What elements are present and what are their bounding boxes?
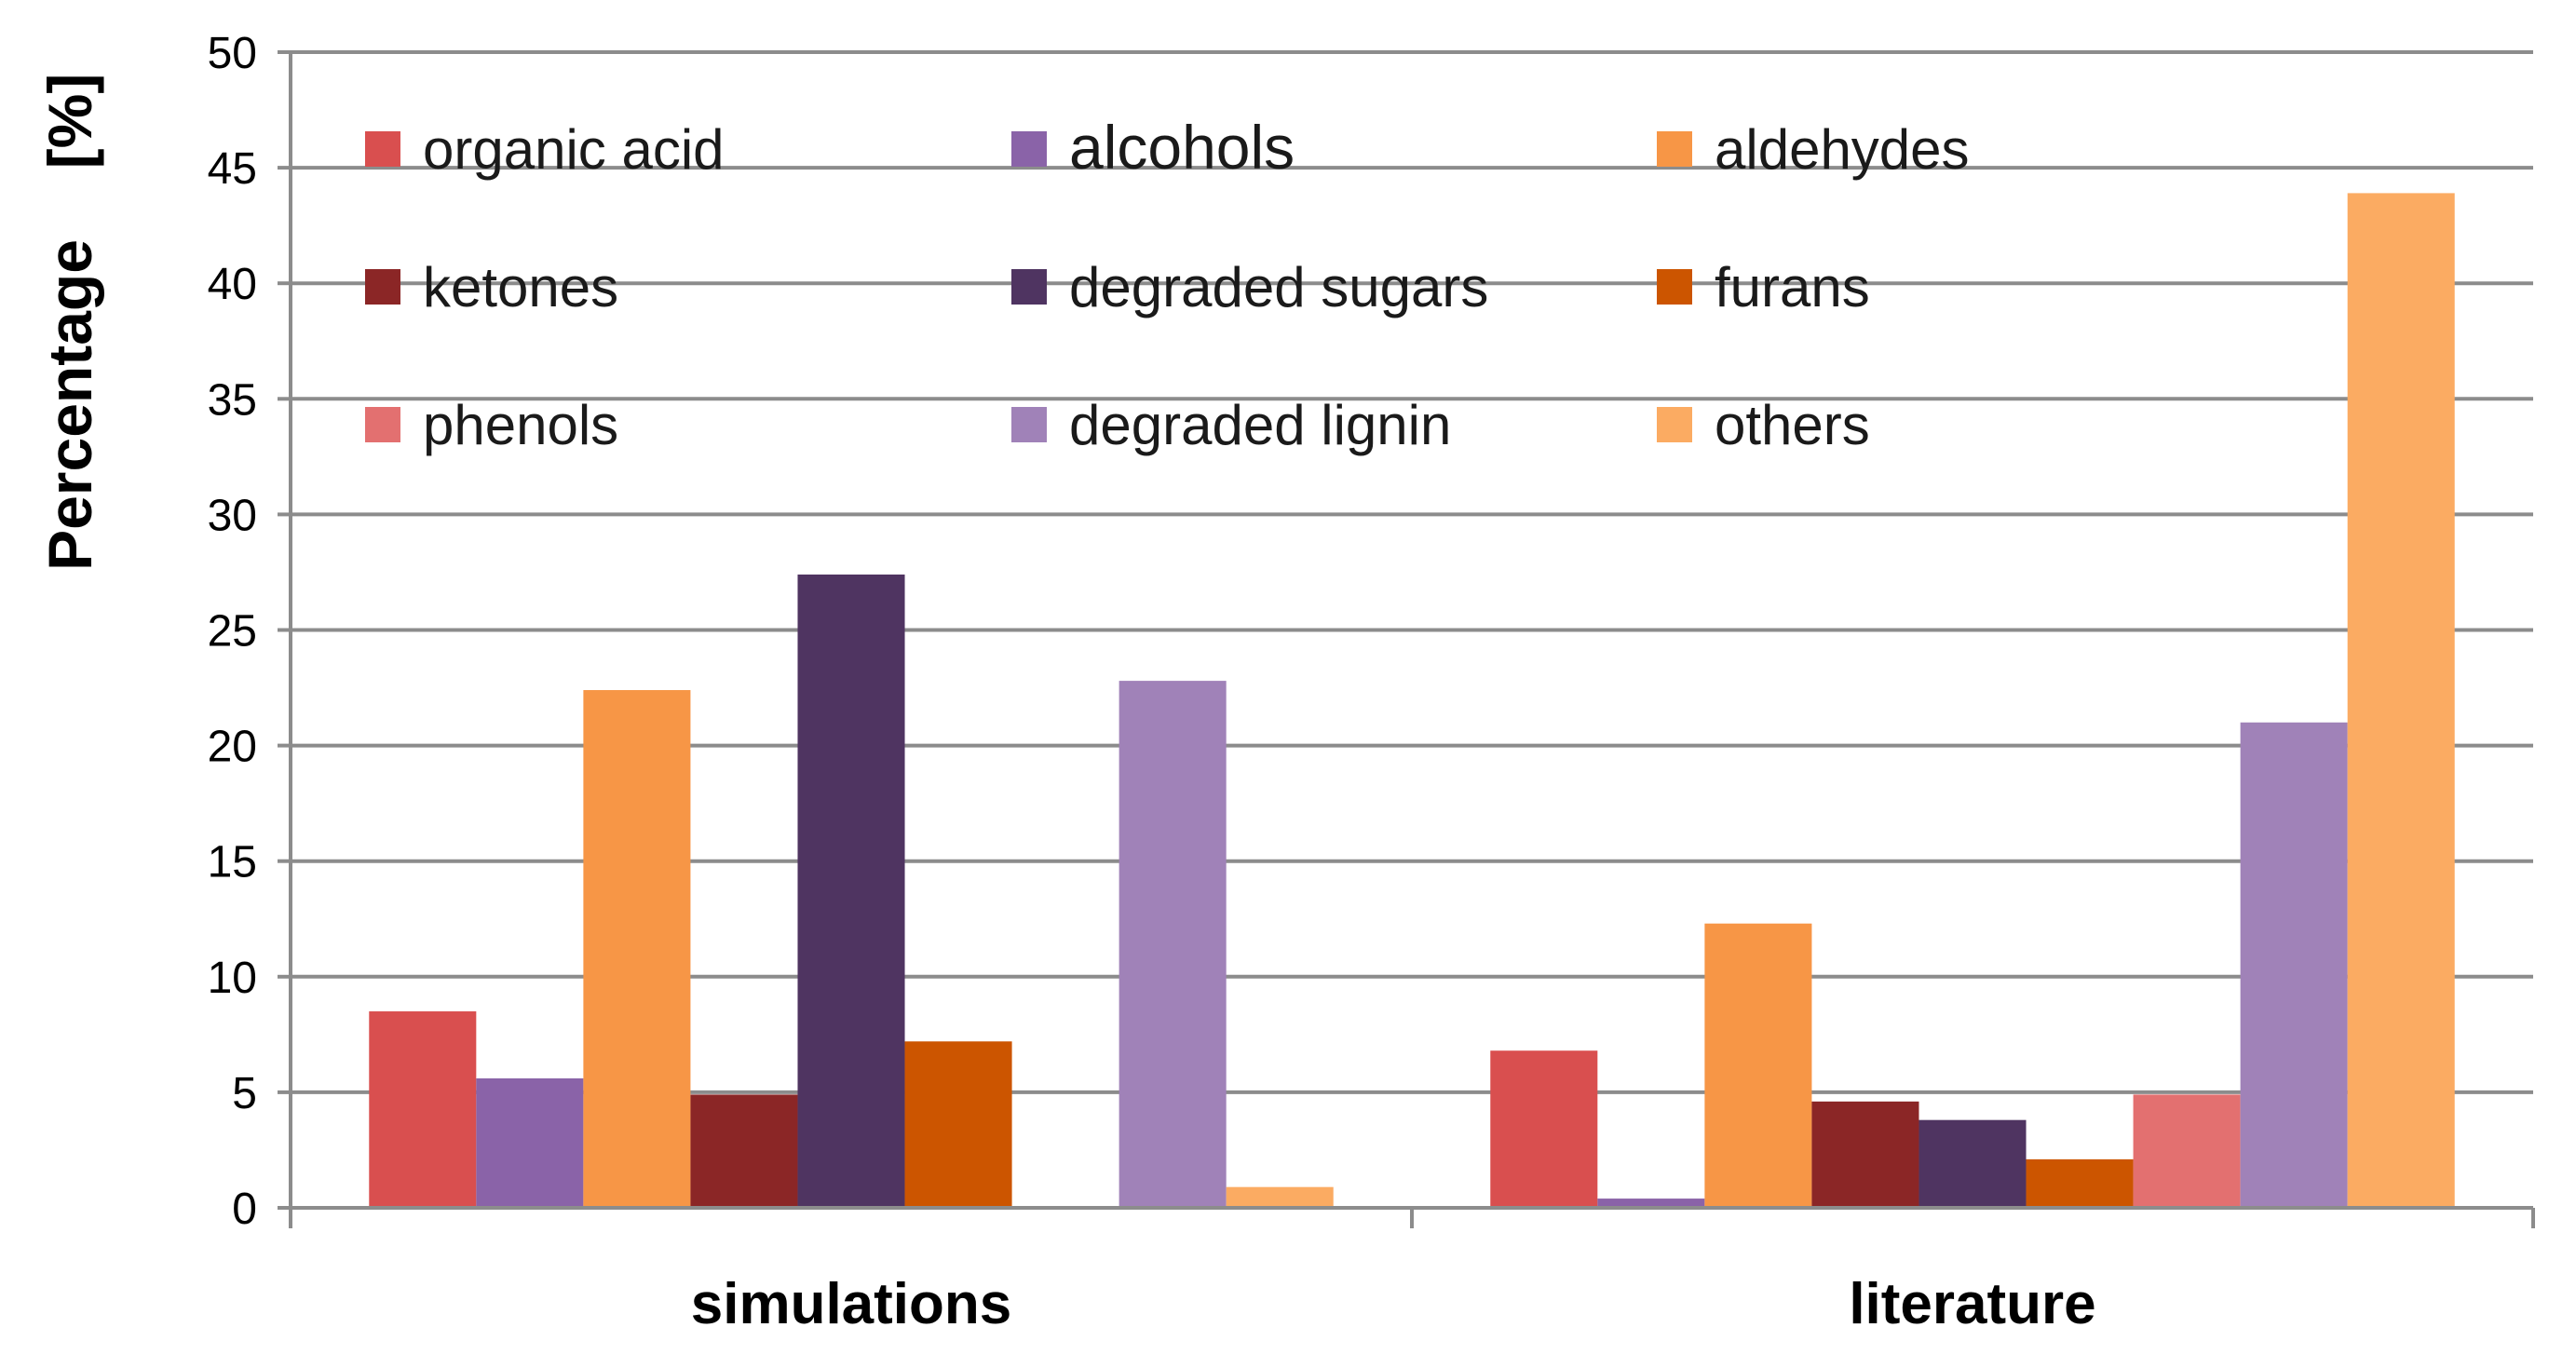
y-tick-label-50: 50 [208, 29, 257, 78]
bar-literature-ketones [1811, 1101, 1919, 1208]
y-tick-label-5: 5 [232, 1069, 257, 1118]
legend-swatch-organic-acid [365, 131, 400, 167]
legend-item-phenols: phenols [365, 394, 618, 456]
bar-literature-organic-acid [1490, 1050, 1598, 1208]
legend-label-alcohols: alcohols [1069, 113, 1295, 182]
legend-swatch-degraded-lignin [1011, 407, 1047, 442]
bar-simulations-alcohols [476, 1078, 584, 1208]
legend-label-degraded-lignin: degraded lignin [1069, 394, 1451, 456]
bar-literature-phenols [2133, 1094, 2241, 1208]
bar-literature-degraded-lignin [2240, 722, 2348, 1208]
legend-label-organic-acid: organic acid [423, 118, 725, 181]
y-tick-labels: 0 5 10 15 20 25 30 35 40 45 50 [208, 29, 257, 1234]
legend-label-phenols: phenols [423, 394, 618, 456]
legend-label-ketones: ketones [423, 256, 618, 318]
y-tick-label-0: 0 [232, 1185, 257, 1234]
y-axis-label: Percentage [%] [35, 74, 104, 571]
y-axis-unit: [%] [35, 74, 104, 169]
x-category-label-literature: literature [1849, 1272, 2095, 1336]
legend-item-organic-acid: organic acid [365, 118, 725, 181]
y-tick-label-45: 45 [208, 144, 257, 194]
legend-label-degraded-sugars: degraded sugars [1069, 256, 1488, 318]
axes [278, 50, 2535, 1228]
legend-swatch-phenols [365, 407, 400, 442]
y-tick-label-20: 20 [208, 723, 257, 772]
legend-swatch-alcohols [1011, 131, 1047, 167]
bar-literature-alcohols [1597, 1199, 1705, 1208]
y-axis-title: Percentage [35, 239, 104, 571]
legend-swatch-furans [1657, 269, 1692, 305]
bar-simulations-aldehydes [583, 690, 691, 1208]
y-tick-label-25: 25 [208, 607, 257, 657]
legend-swatch-aldehydes [1657, 131, 1692, 167]
legend-item-ketones: ketones [365, 256, 618, 318]
bar-simulations-others [1226, 1186, 1334, 1208]
legend-swatch-degraded-sugars [1011, 269, 1047, 305]
bar-simulations-furans [904, 1041, 1012, 1208]
x-category-labels: simulations literature [691, 1272, 2096, 1336]
bars [369, 193, 2455, 1209]
bar-simulations-degraded-sugars [797, 574, 905, 1208]
y-tick-label-10: 10 [208, 954, 257, 1003]
bar-simulations-organic-acid [369, 1011, 477, 1208]
bar-literature-furans [2026, 1158, 2134, 1208]
bar-literature-others [2347, 193, 2455, 1209]
x-category-label-simulations: simulations [691, 1272, 1012, 1336]
y-tick-label-40: 40 [208, 260, 257, 309]
legend-item-degraded-sugars: degraded sugars [1011, 256, 1488, 318]
bar-literature-degraded-sugars [1918, 1119, 2027, 1208]
legend-item-others: others [1657, 394, 1870, 456]
y-tick-label-30: 30 [208, 491, 257, 540]
legend-item-alcohols: alcohols [1011, 113, 1295, 182]
bar-literature-aldehydes [1704, 923, 1812, 1208]
bar-simulations-ketones [690, 1094, 798, 1208]
legend-item-furans: furans [1657, 256, 1870, 318]
y-tick-label-35: 35 [208, 375, 257, 425]
bar-simulations-degraded-lignin [1119, 681, 1227, 1208]
y-tick-label-15: 15 [208, 838, 257, 887]
legend-label-furans: furans [1715, 256, 1870, 318]
legend-label-others: others [1715, 394, 1870, 456]
legend: organic acid alcohols aldehydes ketones degr… [365, 113, 1970, 456]
legend-item-aldehydes: aldehydes [1657, 118, 1970, 181]
legend-label-aldehydes: aldehydes [1715, 118, 1970, 181]
legend-swatch-ketones [365, 269, 400, 305]
legend-swatch-others [1657, 407, 1692, 442]
legend-item-degraded-lignin: degraded lignin [1011, 394, 1451, 456]
